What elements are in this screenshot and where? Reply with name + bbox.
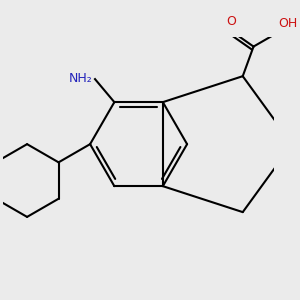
Text: O: O [227, 15, 237, 28]
Text: NH₂: NH₂ [68, 72, 92, 85]
Text: OH: OH [279, 17, 298, 30]
